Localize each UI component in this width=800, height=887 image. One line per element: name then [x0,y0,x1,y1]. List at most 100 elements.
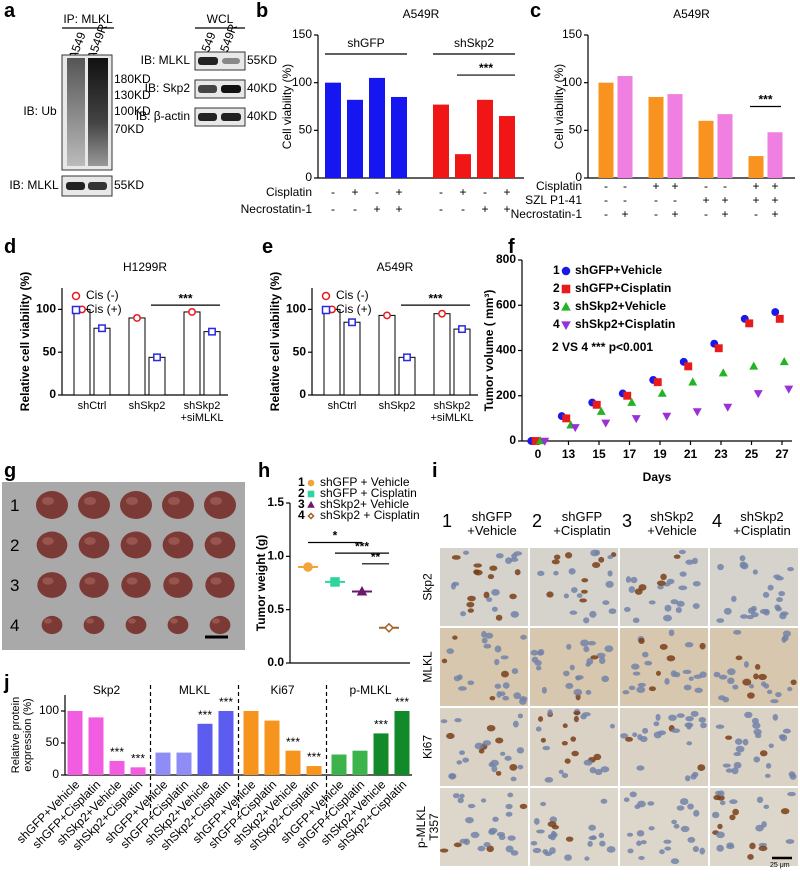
bar [433,104,449,178]
tumor [78,531,110,559]
ihc-nucleus [732,808,739,816]
ihc-nucleus [510,610,520,618]
ihc-nucleus [510,557,519,562]
ihc-nucleus [600,798,608,804]
ihc-nucleus [780,808,790,815]
ihc-nucleus [505,811,513,817]
ihc-nucleus [656,580,666,586]
legend-marker [561,266,571,276]
ihc-nucleus [570,587,578,593]
ihc-nucleus [590,655,599,660]
legend-label: Cis (-) [336,288,369,302]
data-point [771,308,780,316]
tumor [162,531,194,559]
chart-title: A549R [403,7,440,21]
blot-band [66,182,85,190]
y-tick-label: 100 [286,302,306,316]
group-label: shSkp2 [454,36,494,50]
ihc-nucleus [644,660,653,666]
ihc-nucleus [636,686,646,693]
ihc-nucleus [594,768,603,776]
significance-label: *** [758,93,772,107]
ihc-row-label: p-MLKL T357 [413,805,441,849]
ihc-nucleus [537,650,544,656]
ihc-nucleus [636,840,642,846]
ihc-nucleus [660,573,667,581]
bar [343,321,361,396]
ihc-nucleus [663,614,672,622]
data-point [596,406,606,415]
blot-band [221,85,241,93]
ihc-nucleus [563,670,570,677]
data-point [631,415,641,424]
ihc-nucleus [587,840,593,847]
bar [203,331,221,396]
ihc-nucleus [760,681,767,687]
condition-sign: - [604,207,608,221]
ihc-nucleus [492,816,499,822]
x-tick-label: 23 [714,447,728,461]
bar-marker [458,325,466,334]
condition-sign: + [671,207,678,221]
ihc-nucleus [495,614,503,621]
significance-label: *** [131,751,145,765]
blot-band [198,113,217,121]
ihc-nucleus [778,590,786,597]
ihc-nucleus [713,671,721,678]
ihc-nucleus [580,713,587,720]
ihc-nucleus [680,825,690,833]
y-tick-label: 50 [293,344,307,358]
tumor-highlight [86,618,94,624]
ihc-nucleus [717,823,723,830]
ihc-nucleus [446,732,455,740]
ihc-nucleus [751,717,759,725]
ihc-nucleus [718,674,728,680]
data-point [540,437,550,446]
bar [767,132,783,178]
significance-label: *** [198,708,212,722]
blot-band [88,182,107,190]
ihc-nucleus [628,685,636,691]
ihc-nucleus [733,751,742,757]
panel-label: d [4,236,17,258]
bar-marker [98,324,106,333]
ihc-nucleus [457,797,464,804]
y-tick-label: 0 [49,387,56,401]
data-point [753,390,763,399]
legend-label: shSkp2+Vehicle [575,299,666,313]
ihc-nucleus [609,723,615,729]
ihc-nucleus [759,750,768,757]
ihc-nucleus [763,608,770,616]
y-tick-label: 1.0 [267,549,284,563]
ihc-nucleus [467,595,476,602]
ihc-nucleus [485,632,494,639]
ihc-nucleus [687,836,696,843]
ihc-nucleus [510,776,517,782]
ihc-nucleus [546,591,554,598]
data-point [749,361,759,370]
ihc-nucleus [693,809,700,817]
bar [717,114,733,178]
ihc-nucleus [711,811,720,819]
ihc-nucleus [630,576,638,584]
y-axis-label: Relative cell viability (%) [268,272,282,411]
ihc-nucleus [564,552,573,559]
ihc-nucleus [573,715,579,723]
kd-marker: 70KD [114,122,144,136]
legend-number: 1 [553,263,560,277]
bar [331,754,347,775]
ihc-column-number: 2 [532,511,543,531]
ihc-nucleus [505,845,514,853]
ihc-nucleus [530,649,539,656]
ihc-nucleus [735,745,745,753]
ihc-nucleus [779,734,788,742]
condition-sign: - [439,185,443,199]
ihc-nucleus [729,799,738,805]
y-tick-label: 400 [496,343,516,357]
ihc-nucleus [733,629,742,635]
tumor-highlight [42,497,54,505]
ihc-nucleus [553,554,561,560]
ihc-nucleus [482,740,492,746]
condition-sign: - [461,202,465,216]
